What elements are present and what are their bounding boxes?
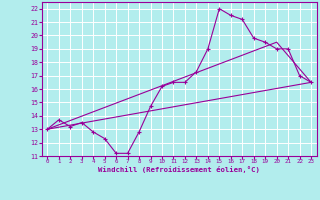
- X-axis label: Windchill (Refroidissement éolien,°C): Windchill (Refroidissement éolien,°C): [98, 166, 260, 173]
